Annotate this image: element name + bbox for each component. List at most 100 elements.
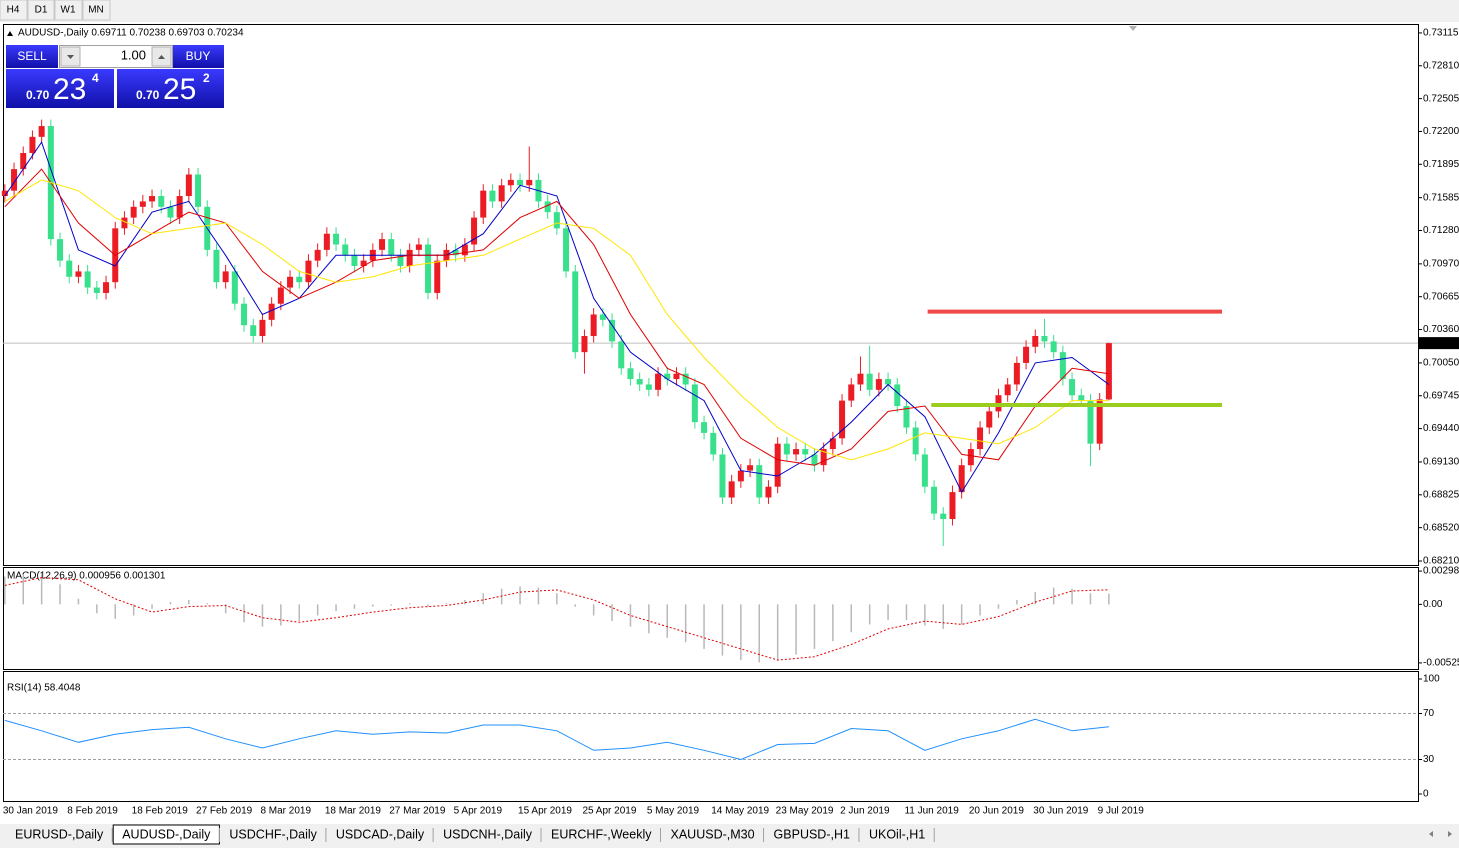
- candle-body: [11, 169, 18, 191]
- tab-label[interactable]: XAUUSD-,M30: [671, 827, 755, 841]
- lot-input[interactable]: [59, 45, 173, 68]
- tab-label[interactable]: USDCNH-,Daily: [443, 827, 533, 841]
- y-tick-label: 0.002984: [1423, 566, 1459, 577]
- candle-body: [103, 282, 110, 293]
- y-tick-label: 0.00: [1423, 599, 1443, 610]
- candle-body: [1004, 384, 1011, 396]
- rsi-panel: [3, 671, 1419, 802]
- moving-average: [4, 168, 1109, 466]
- tab[interactable]: [661, 825, 764, 844]
- x-tick-label: 18 Feb 2019: [132, 806, 189, 817]
- candle-body: [314, 249, 321, 261]
- candle-body: [526, 179, 533, 186]
- trade-panel: SELL 1.00 BUY 0.70 23 4 0.70 25 2: [6, 45, 224, 108]
- candle-body: [1041, 336, 1048, 342]
- rsi-line: [4, 718, 1109, 761]
- tab-label[interactable]: UKOil-,H1: [869, 827, 925, 841]
- tab-label[interactable]: USDCAD-,Daily: [336, 827, 425, 841]
- candle-body: [434, 260, 441, 293]
- candle-body: [811, 454, 818, 466]
- tab[interactable]: [6, 825, 113, 844]
- tf-button[interactable]: [54, 0, 83, 21]
- candle-body: [176, 196, 183, 218]
- candle-body: [305, 260, 312, 283]
- moving-average: [4, 179, 1109, 461]
- y-tick-label: 0.73115: [1423, 28, 1459, 39]
- bid-box[interactable]: [6, 69, 114, 108]
- current-price-box: [1419, 337, 1459, 350]
- candle-body: [471, 217, 478, 245]
- tf-label[interactable]: H4: [7, 5, 20, 16]
- candle-body: [921, 454, 928, 487]
- moving-average: [4, 141, 1110, 494]
- lot-value[interactable]: 1.00: [121, 47, 146, 62]
- y-tick-label: -0.005254: [1423, 658, 1459, 669]
- tab-label[interactable]: EURCHF-,Weekly: [551, 827, 652, 841]
- up-arrow: [158, 55, 165, 59]
- candle-body: [452, 249, 459, 256]
- tab-label[interactable]: GBPUSD-,H1: [774, 827, 850, 841]
- y-tick-label: 0.71895: [1423, 159, 1459, 170]
- bid-prefix: 0.70: [26, 88, 50, 102]
- candle-body: [931, 486, 938, 514]
- tab-label[interactable]: AUDUSD-,Daily: [122, 827, 211, 841]
- ask-small: 2: [203, 71, 210, 85]
- tab[interactable]: [326, 825, 434, 844]
- buy-button[interactable]: [173, 45, 224, 68]
- y-tick-label: 70: [1423, 708, 1435, 719]
- x-tick-label: 2 Jun 2019: [840, 806, 890, 817]
- candle-body: [75, 271, 82, 277]
- shift-marker[interactable]: [1129, 26, 1137, 31]
- candle-body: [977, 427, 984, 450]
- tab[interactable]: [764, 825, 859, 844]
- candle-body: [682, 373, 689, 385]
- sell-button[interactable]: [6, 45, 58, 68]
- tf-button[interactable]: [27, 0, 55, 21]
- tf-button[interactable]: [0, 0, 28, 21]
- macd-panel: [3, 567, 1419, 670]
- candle-body: [986, 411, 993, 428]
- tab-label[interactable]: EURUSD-,Daily: [15, 827, 104, 841]
- candle-body: [590, 314, 597, 337]
- x-tick-label: 11 Jun 2019: [904, 806, 959, 817]
- tab[interactable]: [434, 825, 542, 844]
- sell-label[interactable]: SELL: [17, 49, 47, 63]
- candle-body: [57, 239, 64, 261]
- candle-body: [323, 233, 330, 250]
- y-tick-label: 0.70970: [1423, 259, 1459, 270]
- x-tick-label: 20 Jun 2019: [969, 806, 1024, 817]
- tab[interactable]: [542, 825, 661, 844]
- x-tick-label: 14 May 2019: [711, 806, 769, 817]
- macd-signal: [4, 577, 1109, 661]
- candle-body: [1105, 343, 1112, 400]
- buy-label[interactable]: BUY: [186, 49, 211, 63]
- candle-body: [710, 432, 717, 455]
- candle-body: [894, 384, 901, 406]
- tab-label[interactable]: USDCHF-,Daily: [229, 827, 317, 841]
- candle-body: [553, 212, 560, 229]
- x-tick-label: 18 Mar 2019: [325, 806, 382, 817]
- tf-label[interactable]: MN: [88, 5, 104, 16]
- candle-body: [820, 449, 827, 466]
- tab[interactable]: [220, 825, 326, 844]
- candle-body: [912, 427, 919, 455]
- tf-button[interactable]: [82, 0, 111, 21]
- candle-body: [1069, 379, 1076, 396]
- x-tick-label: 5 May 2019: [647, 806, 700, 817]
- tf-label[interactable]: W1: [61, 5, 76, 16]
- y-tick-label: 0.71280: [1423, 225, 1459, 236]
- tf-label[interactable]: D1: [35, 5, 48, 16]
- candle-body: [848, 384, 855, 401]
- ask-box[interactable]: [117, 69, 224, 108]
- y-tick-label: 0.72810: [1423, 60, 1459, 71]
- candle-body: [480, 190, 487, 218]
- candle-body: [903, 405, 910, 428]
- candle-body: [379, 239, 386, 250]
- candle-body: [360, 260, 367, 267]
- candle-body: [333, 233, 340, 245]
- tab[interactable]: [859, 825, 935, 844]
- title-arrow: [7, 31, 13, 36]
- candle-body: [259, 319, 266, 337]
- candle-body: [793, 449, 800, 455]
